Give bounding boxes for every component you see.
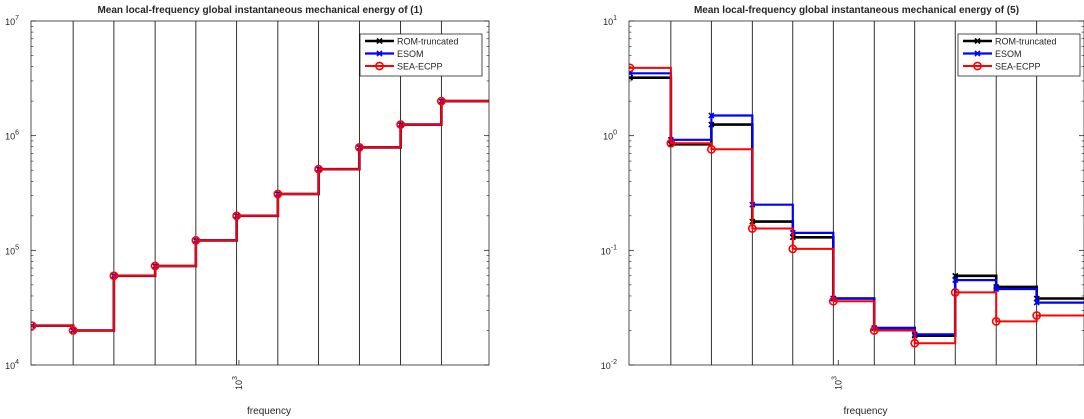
data-point <box>666 138 676 148</box>
y-tick-label-exp: 5 <box>15 244 19 251</box>
data-point <box>747 224 757 233</box>
y-tick-label-base: 10 <box>601 361 611 371</box>
y-tick-label: 10-2 <box>601 359 617 371</box>
legend-label: SEA-ECPP <box>995 62 1041 72</box>
series-line-2 <box>629 72 1084 336</box>
y-tick-label-base: 10 <box>5 132 15 142</box>
y-tick-label: 106 <box>5 130 19 142</box>
x-tick-label-text: 103 <box>831 376 843 390</box>
plot-area <box>629 21 1084 365</box>
y-tick-label-exp: 6 <box>15 130 19 137</box>
y-tick-label-exp: 4 <box>15 359 19 366</box>
y-tick-label-text: 107 <box>5 15 19 27</box>
legend-label: SEA-ECPP <box>397 62 443 72</box>
plot-area <box>31 21 489 365</box>
data-point <box>993 285 1000 293</box>
y-tick-label-exp: 1 <box>613 15 617 22</box>
data-point <box>31 321 37 331</box>
y-tick-label-base: 10 <box>601 246 611 256</box>
legend-marker <box>375 61 384 71</box>
data-point <box>436 96 446 106</box>
y-tick-label: 101 <box>603 15 617 27</box>
y-tick-label-text: 100 <box>603 130 617 142</box>
x-axis-label: frequency <box>844 406 888 417</box>
x-tick-label-base: 10 <box>833 380 843 390</box>
x-tick-label-exp: 3 <box>232 376 239 380</box>
data-point <box>869 326 879 335</box>
chart-title: Mean local-frequency global instantaneou… <box>694 5 1019 16</box>
data-point <box>396 120 406 129</box>
x-tick-label: 103 <box>232 376 244 390</box>
y-tick-label: 100 <box>603 130 617 142</box>
y-tick-label-text: 106 <box>5 130 19 142</box>
legend-label: ROM-truncated <box>397 37 459 47</box>
chart-title: Mean local-frequency global instantaneou… <box>97 5 422 16</box>
y-tick-label-base: 10 <box>603 17 613 27</box>
y-tick-label-exp: -1 <box>611 244 617 251</box>
y-tick-label-base: 10 <box>5 361 15 371</box>
data-point <box>629 63 635 73</box>
y-tick-label-text: 10-1 <box>601 244 617 256</box>
axes-frame <box>628 20 1084 366</box>
legend: ROM-truncated ESOM SEA-ECPP <box>359 33 483 77</box>
legend-label: ESOM <box>995 49 1022 59</box>
y-tick-label-exp: -2 <box>611 359 617 366</box>
data-point <box>706 144 716 154</box>
data-point <box>708 112 715 119</box>
data-point <box>950 287 960 297</box>
x-tick-label-exp: 3 <box>831 376 838 380</box>
x-tick-label: 103 <box>831 376 843 390</box>
y-tick-label-base: 10 <box>5 246 15 256</box>
y-tick-label-text: 105 <box>5 244 19 256</box>
data-point <box>232 211 242 221</box>
legend: ROM-truncated ESOM SEA-ECPP <box>957 33 1081 77</box>
legend-marker <box>376 50 383 57</box>
data-point <box>191 236 201 245</box>
data-point <box>273 189 283 199</box>
x-axis-label: frequency <box>247 406 291 417</box>
y-tick-label: 10-1 <box>601 244 617 256</box>
data-point <box>910 338 920 348</box>
x-tick-label-text: 103 <box>232 376 244 390</box>
y-tick-label: 105 <box>5 244 19 256</box>
y-tick-label-text: 104 <box>5 359 19 371</box>
y-tick-label: 104 <box>5 359 19 371</box>
x-tick-label-base: 10 <box>234 380 244 390</box>
data-point <box>314 164 324 174</box>
y-tick-label-text: 10-2 <box>601 359 617 371</box>
data-point <box>952 277 959 284</box>
series-group <box>31 96 489 335</box>
y-tick-label-base: 10 <box>603 132 613 142</box>
axes-frame <box>30 20 490 366</box>
legend-marker <box>376 37 383 45</box>
data-point <box>828 296 838 306</box>
data-point <box>1033 299 1040 306</box>
legend-marker <box>974 50 981 57</box>
legend-marker <box>973 61 982 71</box>
y-tick-label-exp: 0 <box>613 130 617 137</box>
series-line-3 <box>31 100 489 332</box>
data-point <box>1032 311 1042 320</box>
data-point <box>109 271 119 281</box>
legend-label: ESOM <box>397 49 424 59</box>
y-tick-label-text: 101 <box>603 15 617 27</box>
legend-label: ROM-truncated <box>995 37 1057 47</box>
y-tick-label-exp: 7 <box>15 15 19 22</box>
legend-marker <box>974 37 981 45</box>
y-tick-label: 107 <box>5 15 19 27</box>
series-group <box>629 63 1084 348</box>
data-point <box>150 261 160 271</box>
data-point <box>991 317 1001 326</box>
data-point <box>354 143 364 152</box>
y-tick-label-base: 10 <box>5 17 15 27</box>
data-point <box>68 326 78 335</box>
data-point <box>788 244 798 254</box>
